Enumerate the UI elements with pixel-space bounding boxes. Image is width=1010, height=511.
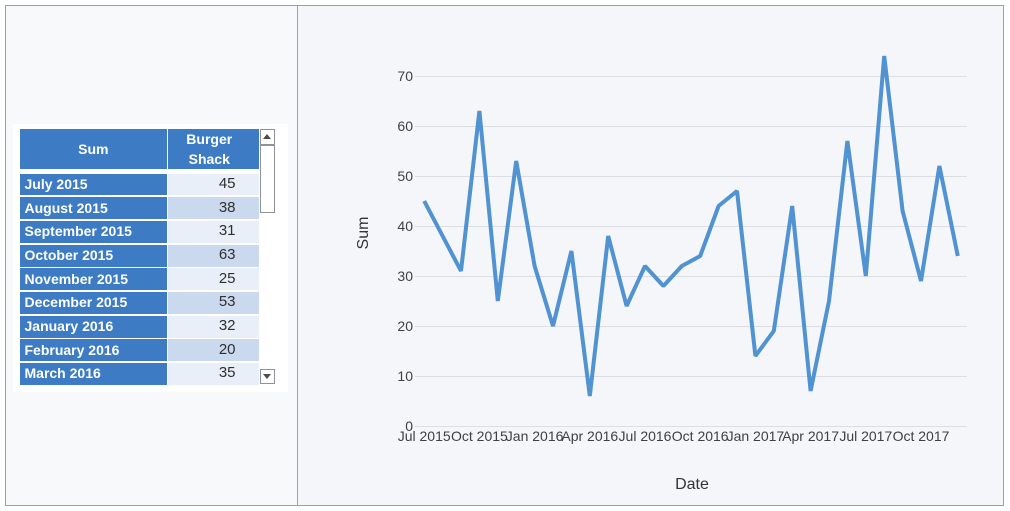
svg-text:Jul 2017: Jul 2017 [839,428,892,444]
svg-text:Jan 2017: Jan 2017 [727,428,785,444]
svg-text:0: 0 [405,418,413,434]
svg-text:60: 60 [397,118,413,134]
svg-text:Jul 2016: Jul 2016 [619,428,672,444]
svg-text:40: 40 [397,218,413,234]
svg-text:30: 30 [397,268,413,284]
svg-text:Jan 2016: Jan 2016 [506,428,564,444]
svg-text:Oct 2017: Oct 2017 [893,428,950,444]
svg-text:Oct 2015: Oct 2015 [451,428,508,444]
svg-text:20: 20 [397,318,413,334]
svg-text:Jul 2015: Jul 2015 [398,428,451,444]
svg-text:50: 50 [397,168,413,184]
svg-text:Apr 2016: Apr 2016 [561,428,618,444]
svg-text:10: 10 [397,368,413,384]
svg-text:Apr 2017: Apr 2017 [782,428,839,444]
svg-text:Oct 2016: Oct 2016 [672,428,729,444]
svg-text:Sum: Sum [355,217,372,250]
svg-text:70: 70 [397,68,413,84]
svg-text:Date: Date [675,476,709,493]
